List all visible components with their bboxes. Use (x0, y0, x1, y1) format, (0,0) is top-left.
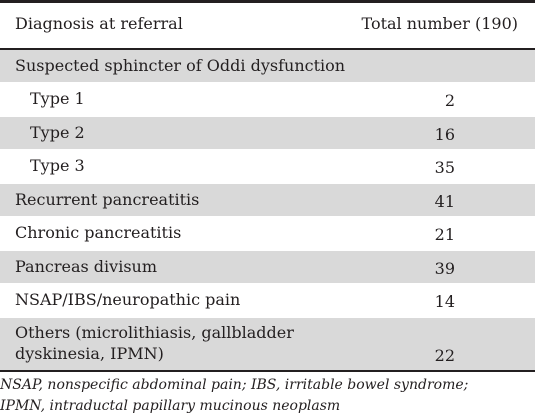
footnote-line1: NSAP, nonspecific abdominal pain; IBS, i… (0, 377, 469, 393)
table-footnote: NSAP, nonspecific abdominal pain; IBS, i… (0, 375, 535, 417)
row-value: 22 (434, 346, 455, 365)
bottom-rule (0, 370, 535, 372)
row-value: 41 (434, 192, 455, 211)
header-rule (0, 48, 535, 50)
row-value: 14 (434, 292, 455, 311)
header-diagnosis: Diagnosis at referral (15, 14, 183, 33)
row-value: 39 (434, 259, 455, 278)
table-row: Chronic pancreatitis 21 (0, 217, 535, 250)
table-row: Type 2 16 (0, 117, 535, 149)
table-row: Type 3 35 (0, 150, 535, 183)
row-label: NSAP/IBS/neuropathic pain (15, 290, 241, 309)
row-label: Type 3 (30, 156, 85, 175)
table-row: Recurrent pancreatitis 41 (0, 184, 535, 216)
top-rule (0, 0, 535, 3)
table-row: Suspected sphincter of Oddi dysfunction (0, 50, 535, 82)
header-total-number: Total number (190) (361, 14, 518, 33)
row-label: Type 2 (30, 123, 85, 142)
row-value: 2 (444, 91, 455, 110)
table-row: Others (microlithiasis, gallbladder dysk… (0, 318, 535, 370)
row-value: 35 (434, 158, 455, 177)
row-label-line1: Others (microlithiasis, gallbladder (15, 323, 294, 342)
row-label: Pancreas divisum (15, 257, 158, 276)
row-value: 16 (434, 125, 455, 144)
footnote-line2: IPMN, intraductal papillary mucinous neo… (0, 398, 341, 414)
table-row: NSAP/IBS/neuropathic pain 14 (0, 284, 535, 317)
row-value: 21 (434, 225, 455, 244)
row-label: Suspected sphincter of Oddi dysfunction (15, 56, 346, 75)
row-label: Chronic pancreatitis (15, 223, 182, 242)
row-label: Recurrent pancreatitis (15, 190, 200, 209)
row-label-line2: dyskinesia, IPMN) (15, 344, 164, 363)
table-header: Diagnosis at referral Total number (190) (0, 3, 535, 48)
table-row: Type 1 2 (0, 83, 535, 116)
row-label: Type 1 (30, 89, 85, 108)
table-row: Pancreas divisum 39 (0, 251, 535, 283)
